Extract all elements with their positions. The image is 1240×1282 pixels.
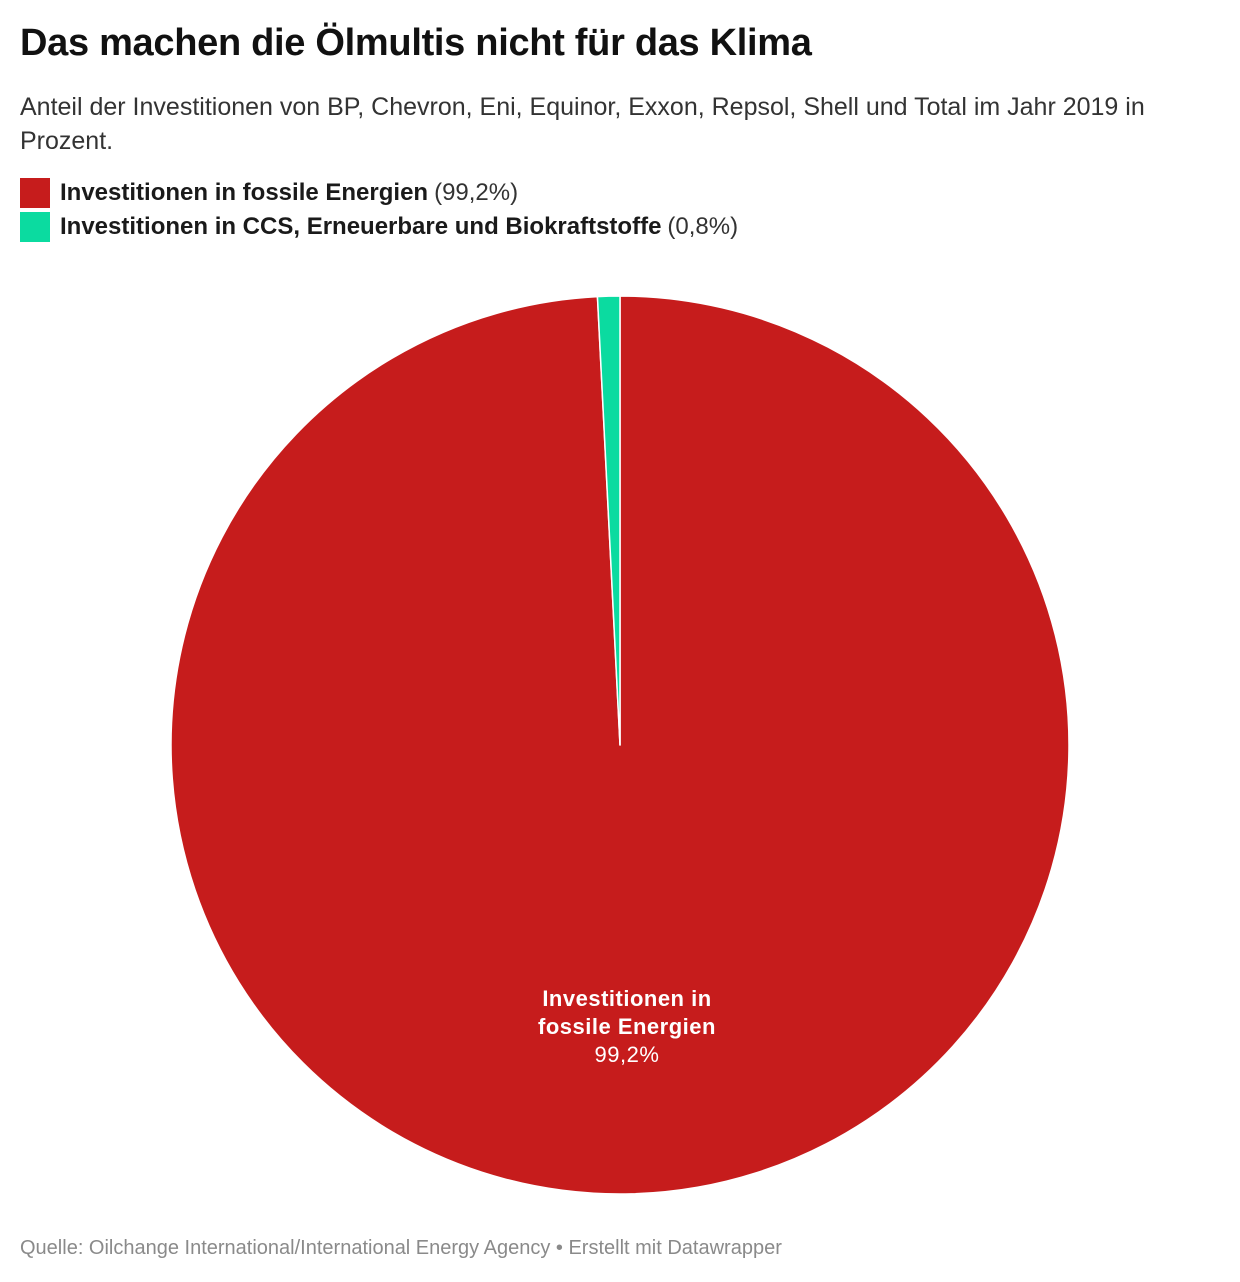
source-footer: Quelle: Oilchange International/Internat…: [20, 1237, 782, 1259]
legend: Investitionen in fossile Energien (99,2%…: [20, 176, 738, 244]
pie-slice-renewable: [596, 295, 621, 746]
legend-item-fossil: Investitionen in fossile Energien (99,2%…: [20, 176, 738, 210]
legend-label-renewable: Investitionen in CCS, Erneuerbare und Bi…: [60, 213, 662, 240]
slice-label-line1: Investitionen in: [542, 986, 711, 1011]
chart-title: Das machen die Ölmultis nicht für das Kl…: [20, 22, 812, 64]
legend-swatch-renewable: [20, 212, 50, 242]
legend-swatch-fossil: [20, 178, 50, 208]
legend-value-renewable: (0,8%): [667, 213, 739, 240]
pie-slices: [170, 295, 1070, 1195]
legend-item-renewable: Investitionen in CCS, Erneuerbare und Bi…: [20, 210, 738, 244]
slice-label-line2: fossile Energien: [538, 1014, 716, 1039]
chart-subtitle: Anteil der Investitionen von BP, Chevron…: [20, 93, 1145, 155]
slice-value-label: 99,2%: [595, 1042, 660, 1067]
legend-value-fossil: (99,2%): [434, 179, 519, 206]
legend-label-fossil: Investitionen in fossile Energien: [60, 179, 429, 206]
